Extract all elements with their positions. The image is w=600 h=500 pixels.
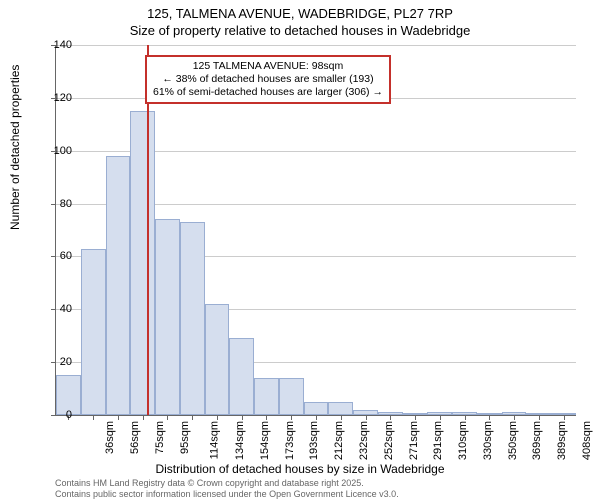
x-tick-label: 36sqm bbox=[104, 421, 116, 454]
x-tick-mark bbox=[192, 415, 193, 420]
x-tick-mark bbox=[539, 415, 540, 420]
y-axis-label: Number of detached properties bbox=[8, 65, 22, 230]
info-line-2: ← 38% of detached houses are smaller (19… bbox=[153, 73, 383, 86]
x-tick-label: 154sqm bbox=[259, 421, 271, 460]
x-tick-label: 389sqm bbox=[556, 421, 568, 460]
y-tick-label: 20 bbox=[42, 356, 72, 368]
x-tick-label: 232sqm bbox=[358, 421, 370, 460]
y-tick-label: 100 bbox=[42, 145, 72, 157]
histogram-bar bbox=[279, 378, 304, 415]
x-tick-label: 212sqm bbox=[333, 421, 345, 460]
title-block: 125, TALMENA AVENUE, WADEBRIDGE, PL27 7R… bbox=[0, 0, 600, 38]
x-tick-label: 75sqm bbox=[154, 421, 166, 454]
x-tick-mark bbox=[93, 415, 94, 420]
x-tick-mark bbox=[341, 415, 342, 420]
x-tick-mark bbox=[415, 415, 416, 420]
y-tick-label: 60 bbox=[42, 250, 72, 262]
footer: Contains HM Land Registry data © Crown c… bbox=[55, 478, 399, 500]
x-tick-label: 271sqm bbox=[408, 421, 420, 460]
x-tick-label: 252sqm bbox=[383, 421, 395, 460]
chart-container: 125, TALMENA AVENUE, WADEBRIDGE, PL27 7R… bbox=[0, 0, 600, 500]
histogram-bar bbox=[106, 156, 131, 415]
x-tick-mark bbox=[242, 415, 243, 420]
histogram-bar bbox=[328, 402, 353, 415]
info-box: 125 TALMENA AVENUE: 98sqm ← 38% of detac… bbox=[145, 55, 391, 104]
footer-line-1: Contains HM Land Registry data © Crown c… bbox=[55, 478, 399, 489]
x-tick-mark bbox=[390, 415, 391, 420]
chart-area: 125 TALMENA AVENUE: 98sqm ← 38% of detac… bbox=[55, 45, 575, 415]
x-tick-mark bbox=[514, 415, 515, 420]
x-tick-label: 173sqm bbox=[284, 421, 296, 460]
x-tick-mark bbox=[489, 415, 490, 420]
x-tick-mark bbox=[366, 415, 367, 420]
x-tick-label: 330sqm bbox=[482, 421, 494, 460]
x-tick-mark bbox=[564, 415, 565, 420]
x-tick-label: 56sqm bbox=[129, 421, 141, 454]
histogram-bar bbox=[180, 222, 205, 415]
gridline bbox=[56, 45, 576, 46]
chart-subtitle: Size of property relative to detached ho… bbox=[0, 23, 600, 38]
histogram-bar bbox=[254, 378, 279, 415]
histogram-bar bbox=[81, 249, 106, 416]
histogram-bar bbox=[155, 219, 180, 415]
x-tick-mark bbox=[291, 415, 292, 420]
x-tick-mark bbox=[266, 415, 267, 420]
x-tick-mark bbox=[440, 415, 441, 420]
x-tick-label: 193sqm bbox=[309, 421, 321, 460]
y-tick-label: 80 bbox=[42, 198, 72, 210]
x-tick-label: 95sqm bbox=[179, 421, 191, 454]
x-tick-mark bbox=[118, 415, 119, 420]
y-tick-label: 40 bbox=[42, 303, 72, 315]
footer-line-2: Contains public sector information licen… bbox=[55, 489, 399, 500]
x-tick-mark bbox=[465, 415, 466, 420]
x-tick-mark bbox=[167, 415, 168, 420]
histogram-bar bbox=[229, 338, 254, 415]
chart-title: 125, TALMENA AVENUE, WADEBRIDGE, PL27 7R… bbox=[0, 6, 600, 21]
x-tick-label: 310sqm bbox=[457, 421, 469, 460]
x-tick-label: 134sqm bbox=[234, 421, 246, 460]
histogram-bar bbox=[205, 304, 230, 415]
histogram-bar bbox=[130, 111, 155, 415]
x-tick-mark bbox=[143, 415, 144, 420]
y-tick-label: 120 bbox=[42, 92, 72, 104]
info-line-3: 61% of semi-detached houses are larger (… bbox=[153, 86, 383, 99]
y-tick-label: 140 bbox=[42, 39, 72, 51]
x-tick-mark bbox=[316, 415, 317, 420]
x-tick-label: 291sqm bbox=[432, 421, 444, 460]
histogram-bar bbox=[304, 402, 329, 415]
y-tick-label: 0 bbox=[42, 409, 72, 421]
x-tick-label: 408sqm bbox=[581, 421, 593, 460]
info-line-1: 125 TALMENA AVENUE: 98sqm bbox=[153, 60, 383, 73]
x-tick-label: 369sqm bbox=[531, 421, 543, 460]
x-axis-label: Distribution of detached houses by size … bbox=[0, 462, 600, 476]
x-tick-mark bbox=[217, 415, 218, 420]
x-tick-label: 350sqm bbox=[507, 421, 519, 460]
x-tick-label: 114sqm bbox=[209, 421, 221, 459]
